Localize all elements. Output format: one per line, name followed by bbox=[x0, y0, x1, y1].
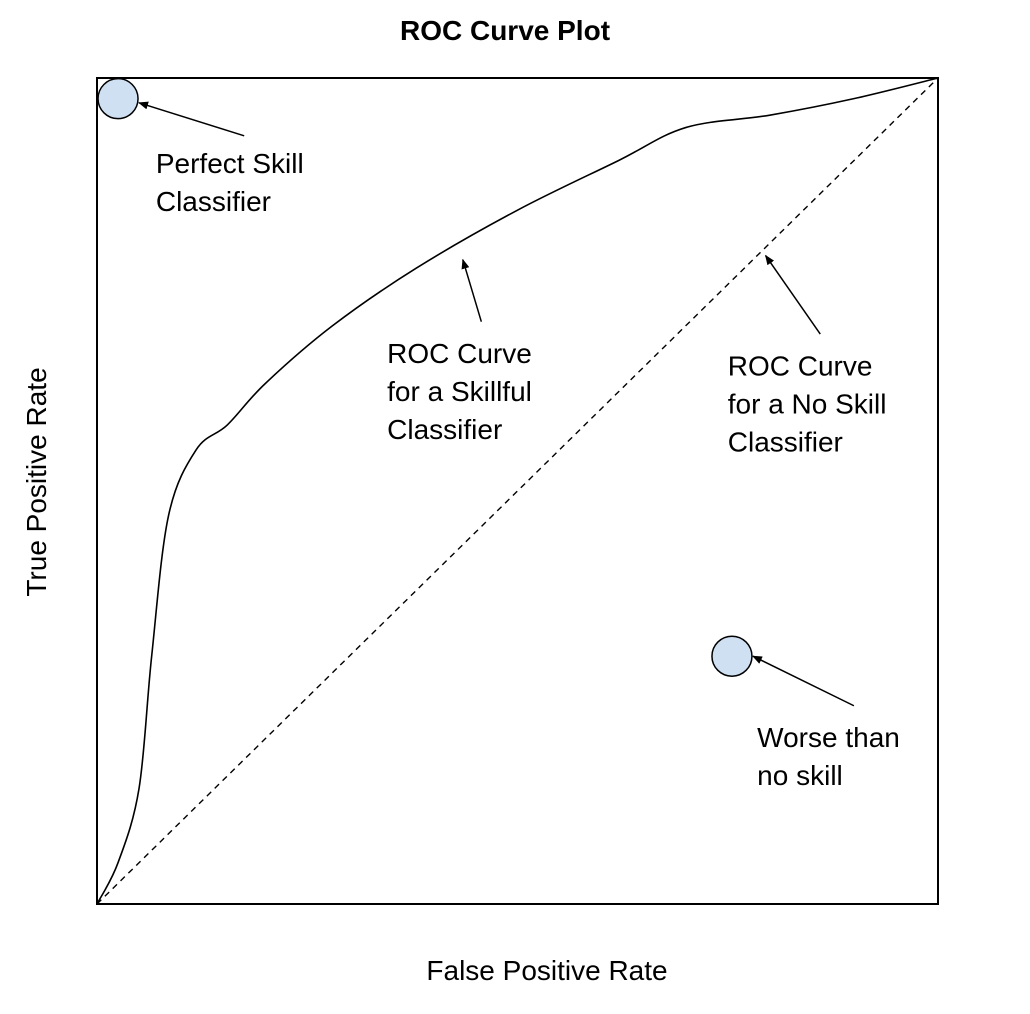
no-skill-classifier-arrow bbox=[764, 254, 821, 335]
annotation-line: no skill bbox=[757, 760, 843, 791]
series-layer bbox=[96, 77, 939, 905]
no-skill-roc-line bbox=[96, 77, 939, 905]
perfect-skill-arrow bbox=[138, 101, 245, 137]
annotation-line: Classifier bbox=[728, 426, 843, 457]
skillful-classifier-arrow bbox=[461, 258, 483, 322]
chart-title: ROC Curve Plot bbox=[400, 15, 610, 46]
skillful-roc-curve bbox=[96, 77, 939, 905]
perfect-skill-marker bbox=[97, 77, 139, 120]
annotation-line: ROC Curve bbox=[728, 350, 873, 381]
no-skill-classifier-annotation: ROC Curve for a No Skill Classifier bbox=[728, 350, 887, 457]
perfect-skill-annotation: Perfect Skill Classifier bbox=[156, 148, 304, 217]
x-axis-label: False Positive Rate bbox=[426, 955, 667, 986]
worse-than-no-skill-arrow bbox=[752, 655, 855, 707]
annotation-layer: Perfect Skill Classifier ROC Curve for a Sk… bbox=[138, 101, 900, 791]
annotation-line: for a No Skill bbox=[728, 388, 887, 419]
annotation-line: Perfect Skill bbox=[156, 148, 304, 179]
annotation-line: ROC Curve bbox=[387, 338, 532, 369]
annotation-line: Classifier bbox=[387, 414, 502, 445]
marker-layer bbox=[97, 77, 753, 677]
annotation-line: for a Skillful bbox=[387, 376, 532, 407]
annotation-line: Classifier bbox=[156, 186, 271, 217]
plot-frame bbox=[96, 77, 939, 905]
y-axis-label: True Positive Rate bbox=[21, 367, 52, 596]
annotation-line: Worse than bbox=[757, 722, 900, 753]
worse-than-no-skill-annotation: Worse than no skill bbox=[757, 722, 900, 791]
skillful-classifier-annotation: ROC Curve for a Skillful Classifier bbox=[387, 338, 532, 445]
worse-than-no-skill-marker bbox=[711, 635, 753, 677]
